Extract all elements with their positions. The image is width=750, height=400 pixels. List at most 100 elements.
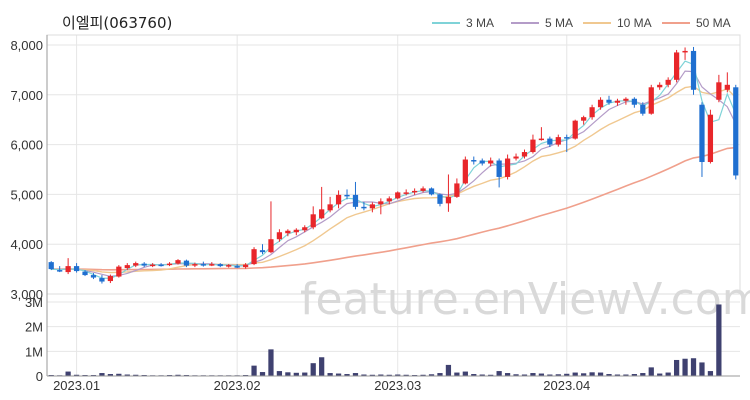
volume-bar: [116, 373, 122, 376]
candle-body: [166, 263, 173, 266]
price-tick-label: 8,000: [10, 38, 43, 53]
candle-body: [327, 204, 333, 211]
candle: [538, 127, 545, 141]
candle-body: [302, 227, 308, 231]
volume-bar: [657, 373, 663, 376]
volume-bar: [496, 371, 502, 376]
candle-body: [209, 264, 215, 266]
candle-body: [276, 232, 283, 240]
candle: [564, 134, 570, 153]
volume-bar: [606, 374, 612, 376]
candle-body: [259, 250, 266, 253]
volume-bar: [276, 371, 283, 376]
volume-bar: [682, 358, 688, 376]
candle: [420, 186, 426, 193]
volume-bar: [327, 373, 333, 376]
date-tick-label: 2023.03: [374, 378, 421, 393]
candle-body: [386, 198, 392, 202]
candle-body: [242, 264, 249, 268]
candle: [310, 206, 316, 230]
legend-item-5ma[interactable]: 5 MA: [511, 16, 573, 30]
candle-body: [614, 100, 621, 103]
legend-item-50ma[interactable]: 50 MA: [662, 16, 731, 30]
candle: [428, 187, 435, 196]
candle: [107, 274, 114, 284]
candle-body: [73, 266, 80, 272]
volume-bar: [631, 374, 637, 376]
candle: [293, 228, 299, 236]
volume-bar: [369, 374, 375, 376]
candle-body: [597, 99, 604, 108]
legend-item-10ma[interactable]: 10 MA: [583, 16, 652, 30]
volume-bar: [302, 372, 308, 376]
candle-body: [555, 137, 561, 145]
candle: [471, 156, 477, 165]
candle-body: [437, 194, 443, 204]
candle-body: [116, 266, 122, 277]
candle-body: [479, 160, 485, 164]
candle-body: [65, 266, 71, 273]
axes: 3,000 4,000 5,000 6,000 7,000 8,000 0 1M 2M 3M 202…: [10, 35, 740, 393]
candle: [724, 72, 730, 93]
candle-body: [538, 138, 545, 141]
date-tick-label: 2023.02: [214, 378, 261, 393]
candle-body: [217, 264, 223, 267]
price-tick-label: 7,000: [10, 88, 43, 103]
candle-body: [454, 183, 460, 197]
candle: [65, 258, 71, 275]
price-panel-frame: [46, 34, 741, 295]
volume-bar: [445, 364, 452, 376]
candle: [395, 191, 401, 200]
volume-tick-label: 2M: [25, 320, 43, 335]
candle-body: [158, 264, 164, 267]
candle: [496, 158, 502, 188]
candle: [352, 181, 359, 210]
candle-body: [200, 264, 206, 266]
candle: [479, 158, 485, 166]
volume-bar: [690, 358, 697, 376]
candle-body: [657, 84, 663, 88]
volume-bar: [344, 374, 350, 376]
candle: [648, 84, 654, 115]
ma50-line: [51, 146, 736, 271]
candle: [82, 270, 88, 277]
candle: [319, 186, 325, 220]
candle-body: [403, 192, 409, 194]
candle: [412, 188, 418, 195]
candle-body: [124, 265, 130, 269]
volume-bar: [386, 374, 392, 376]
candle: [99, 275, 105, 284]
candle: [302, 225, 308, 233]
volume-bar: [310, 363, 316, 376]
candle: [589, 104, 595, 120]
volume-bar: [564, 373, 570, 376]
candle: [175, 259, 181, 265]
candle-body: [606, 99, 612, 103]
candle-body: [631, 98, 637, 105]
candle-body: [530, 139, 536, 153]
candle-body: [665, 79, 671, 85]
legend-label-10ma: 10 MA: [617, 16, 652, 30]
candle: [166, 262, 173, 267]
candle: [141, 262, 147, 268]
candle: [259, 244, 266, 255]
volume-bar: [437, 373, 443, 376]
candle-body: [319, 209, 325, 219]
candle-body: [564, 137, 570, 139]
candle-body: [251, 249, 257, 265]
volume-bar: [124, 374, 130, 376]
volume-bar: [420, 374, 426, 376]
candle-body: [428, 188, 435, 195]
candle: [234, 264, 240, 269]
candle: [445, 174, 452, 212]
candle: [361, 201, 367, 211]
candle: [733, 84, 739, 180]
candle: [488, 157, 494, 167]
candle-body: [226, 265, 232, 267]
volume-bar: [293, 372, 299, 376]
candle: [251, 247, 257, 266]
candle: [73, 263, 80, 273]
candle: [462, 156, 468, 185]
legend-item-3ma[interactable]: 3 MA: [432, 16, 494, 30]
candle-body: [496, 160, 502, 177]
